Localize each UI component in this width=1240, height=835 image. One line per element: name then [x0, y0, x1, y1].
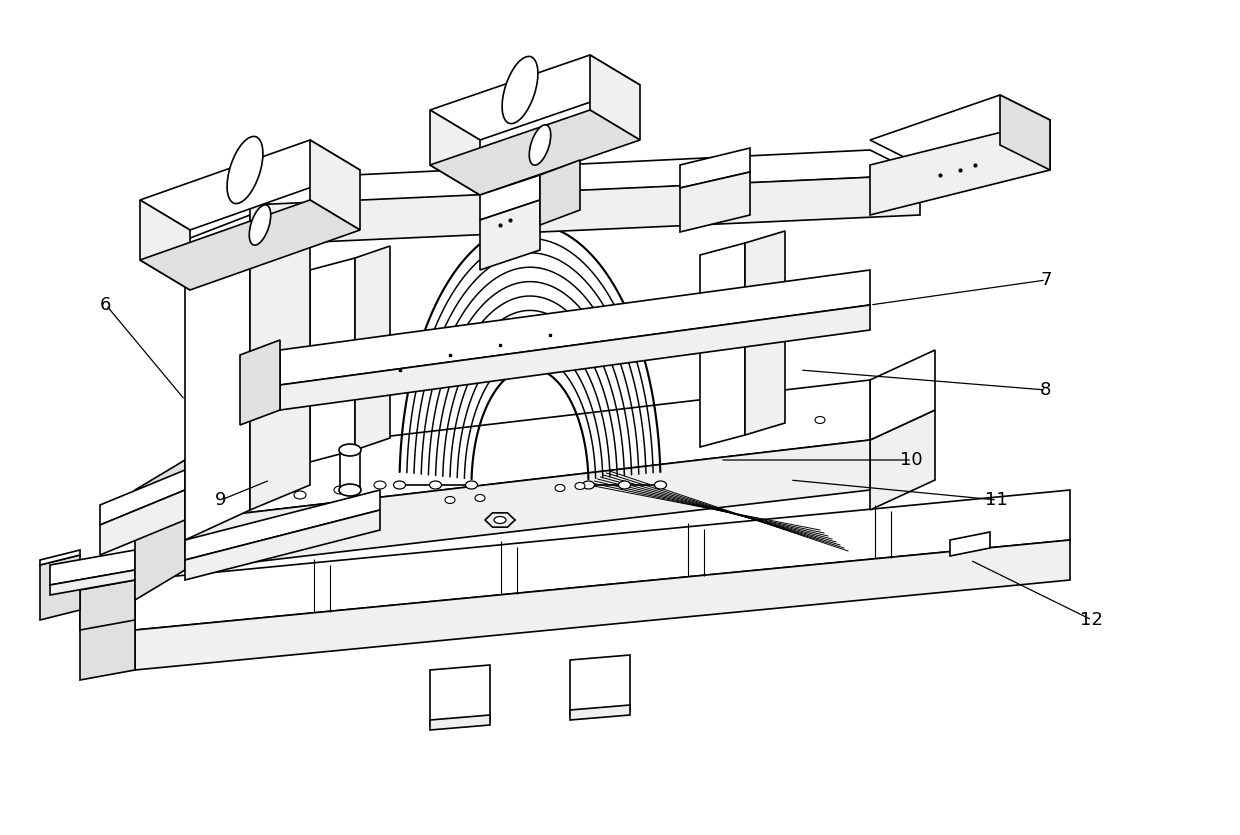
- Polygon shape: [100, 490, 185, 555]
- Polygon shape: [135, 540, 1070, 670]
- Ellipse shape: [502, 57, 538, 124]
- Text: 9: 9: [215, 491, 227, 509]
- Text: 11: 11: [985, 491, 1008, 509]
- Polygon shape: [870, 95, 1050, 165]
- Polygon shape: [40, 555, 81, 620]
- Ellipse shape: [465, 481, 477, 489]
- Polygon shape: [430, 665, 490, 725]
- Polygon shape: [185, 380, 870, 520]
- Polygon shape: [135, 490, 1070, 630]
- Polygon shape: [250, 190, 310, 510]
- Polygon shape: [701, 243, 745, 447]
- Ellipse shape: [334, 486, 346, 494]
- Polygon shape: [100, 470, 185, 525]
- Polygon shape: [140, 200, 360, 290]
- Ellipse shape: [246, 497, 255, 504]
- Polygon shape: [81, 570, 135, 590]
- Polygon shape: [250, 150, 920, 205]
- Ellipse shape: [294, 491, 306, 499]
- Polygon shape: [40, 550, 81, 565]
- Ellipse shape: [655, 481, 667, 489]
- Polygon shape: [340, 448, 360, 492]
- Polygon shape: [870, 350, 935, 440]
- Text: 6: 6: [100, 296, 112, 314]
- Ellipse shape: [475, 494, 485, 502]
- Ellipse shape: [583, 481, 594, 489]
- Ellipse shape: [556, 484, 565, 492]
- Polygon shape: [870, 120, 1050, 215]
- Polygon shape: [185, 490, 379, 560]
- Polygon shape: [570, 705, 630, 720]
- Ellipse shape: [445, 497, 455, 504]
- Polygon shape: [870, 410, 935, 510]
- Polygon shape: [480, 200, 539, 270]
- Polygon shape: [590, 55, 640, 140]
- Polygon shape: [140, 140, 360, 230]
- Polygon shape: [50, 550, 135, 585]
- Polygon shape: [680, 148, 750, 188]
- Polygon shape: [480, 175, 539, 220]
- Polygon shape: [185, 440, 870, 570]
- Ellipse shape: [815, 417, 825, 423]
- Ellipse shape: [339, 484, 361, 496]
- Polygon shape: [430, 110, 480, 195]
- Polygon shape: [81, 580, 135, 630]
- Polygon shape: [430, 55, 640, 140]
- Polygon shape: [950, 532, 990, 556]
- Ellipse shape: [575, 483, 585, 489]
- Polygon shape: [539, 160, 580, 225]
- Polygon shape: [430, 715, 490, 730]
- Polygon shape: [140, 200, 190, 290]
- Polygon shape: [185, 510, 379, 580]
- Polygon shape: [999, 95, 1050, 170]
- Text: 12: 12: [1080, 611, 1102, 629]
- Ellipse shape: [529, 125, 551, 165]
- Ellipse shape: [227, 136, 263, 204]
- Text: 8: 8: [1040, 381, 1052, 399]
- Ellipse shape: [393, 481, 405, 489]
- Polygon shape: [745, 231, 785, 435]
- Ellipse shape: [339, 444, 361, 456]
- Polygon shape: [81, 580, 135, 680]
- Polygon shape: [680, 172, 750, 232]
- Polygon shape: [135, 460, 185, 600]
- Polygon shape: [310, 140, 360, 230]
- Polygon shape: [241, 340, 280, 425]
- Ellipse shape: [494, 517, 506, 524]
- Polygon shape: [250, 175, 920, 245]
- Polygon shape: [355, 246, 391, 450]
- Polygon shape: [280, 305, 870, 410]
- Ellipse shape: [249, 205, 270, 245]
- Polygon shape: [430, 110, 640, 195]
- Text: 7: 7: [1040, 271, 1052, 289]
- Ellipse shape: [619, 481, 630, 489]
- Polygon shape: [185, 215, 250, 540]
- Text: 10: 10: [900, 451, 923, 469]
- Polygon shape: [50, 570, 135, 595]
- Ellipse shape: [374, 481, 386, 489]
- Polygon shape: [310, 258, 355, 462]
- Polygon shape: [280, 270, 870, 385]
- Polygon shape: [570, 655, 630, 715]
- Ellipse shape: [429, 481, 441, 489]
